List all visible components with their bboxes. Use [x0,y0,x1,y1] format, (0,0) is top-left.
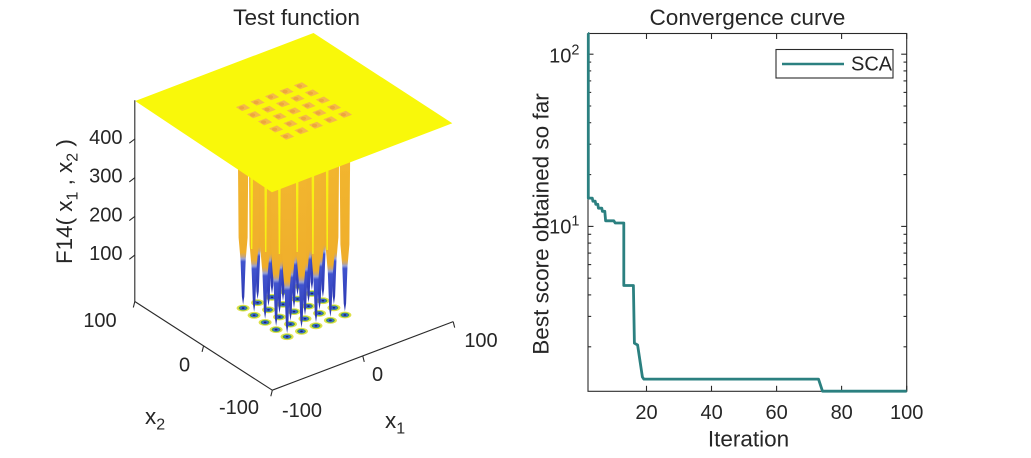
svg-text:40: 40 [700,402,722,424]
svg-text:SCA: SCA [851,54,893,76]
svg-text:60: 60 [765,402,787,424]
svg-text:80: 80 [831,402,853,424]
svg-text:Iteration: Iteration [708,427,789,452]
svg-text:Convergence curve: Convergence curve [649,5,845,30]
svg-text:0: 0 [372,364,383,386]
svg-text:100: 100 [89,243,122,265]
svg-text:Best score obtained so far: Best score obtained so far [529,93,554,355]
svg-text:100: 100 [890,402,923,424]
svg-text:100: 100 [83,310,116,332]
svg-text:400: 400 [89,127,122,149]
svg-text:0: 0 [179,354,190,376]
svg-text:-100: -100 [219,397,259,419]
svg-text:Test function: Test function [233,5,360,30]
svg-text:300: 300 [89,166,122,188]
svg-text:200: 200 [89,204,122,226]
svg-text:20: 20 [635,402,657,424]
svg-text:F14( x1 , x2 ): F14( x1 , x2 ) [52,139,82,264]
svg-text:100: 100 [464,330,497,352]
svg-text:-100: -100 [282,400,322,422]
